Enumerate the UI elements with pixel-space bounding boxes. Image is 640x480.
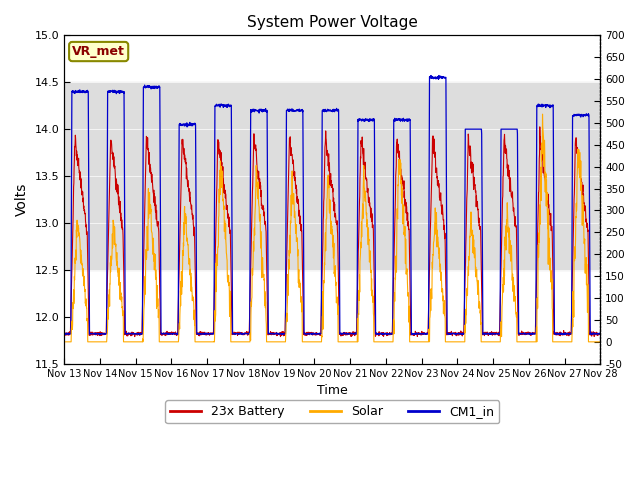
Title: System Power Voltage: System Power Voltage	[247, 15, 418, 30]
Text: VR_met: VR_met	[72, 45, 125, 58]
X-axis label: Time: Time	[317, 384, 348, 397]
Bar	[64, 82, 600, 270]
Legend: 23x Battery, Solar, CM1_in: 23x Battery, Solar, CM1_in	[165, 400, 499, 423]
Y-axis label: Volts: Volts	[15, 183, 29, 216]
